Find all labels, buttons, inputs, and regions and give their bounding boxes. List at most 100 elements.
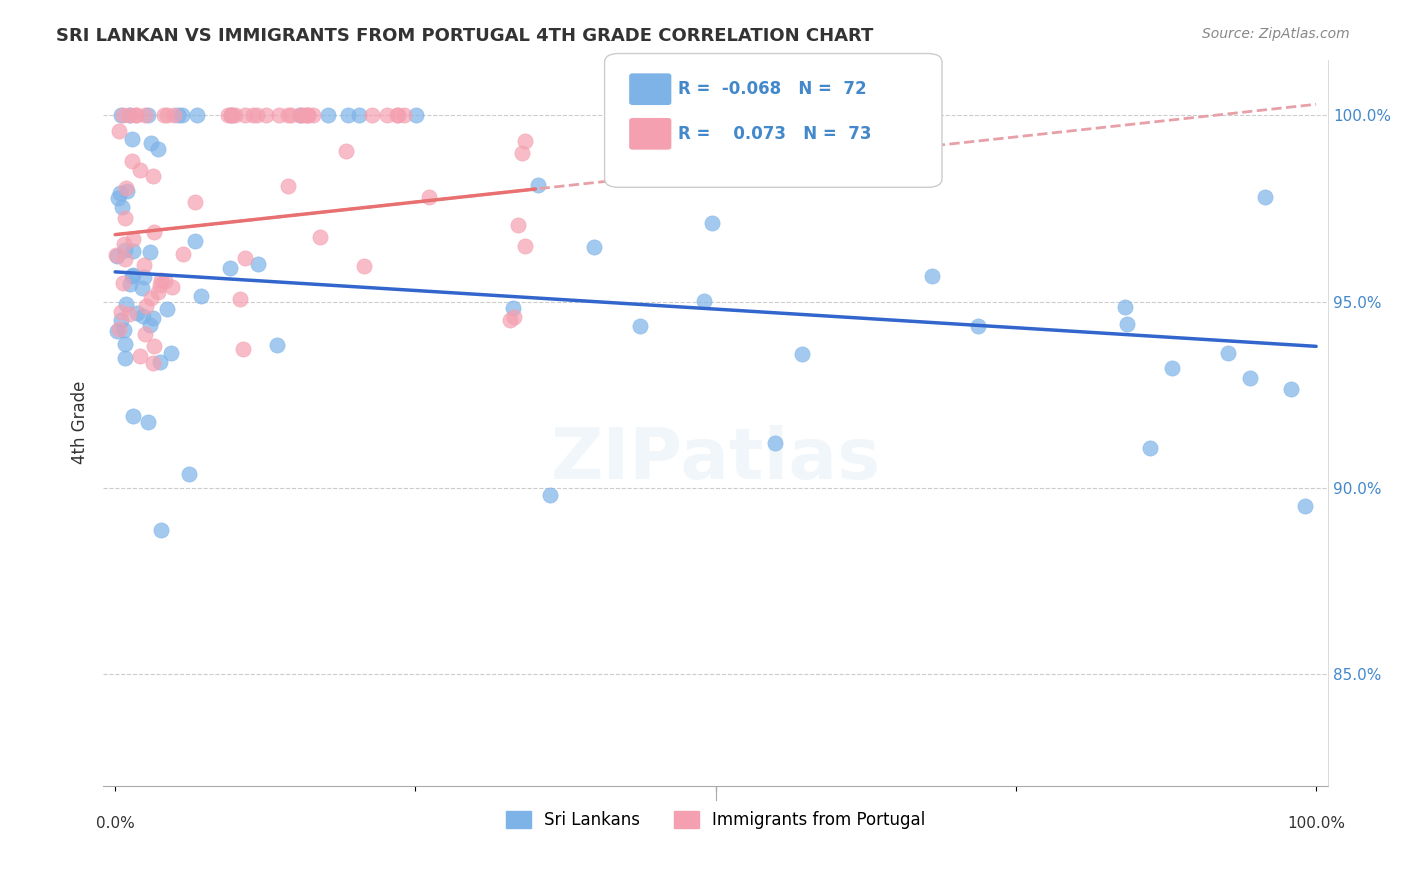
Point (107, 191, 129, 205)
Point (108, 186, 131, 201)
Point (149, 524, 172, 538)
Point (217, 108, 239, 122)
Point (1279, 382, 1302, 396)
Point (122, 409, 145, 424)
Point (628, 319, 651, 334)
Point (139, 245, 162, 260)
Point (242, 108, 264, 122)
Point (177, 467, 200, 481)
Text: Source: ZipAtlas.com: Source: ZipAtlas.com (1202, 27, 1350, 41)
Point (1254, 189, 1277, 203)
Point (219, 108, 242, 122)
Point (136, 415, 159, 429)
Point (503, 310, 526, 325)
Text: R =  -0.068   N =  72: R = -0.068 N = 72 (678, 80, 866, 98)
Point (232, 342, 254, 356)
Point (132, 258, 155, 272)
Point (288, 108, 311, 122)
Point (502, 301, 524, 316)
Point (277, 108, 299, 122)
Point (139, 318, 162, 332)
Point (153, 108, 176, 122)
Point (163, 108, 186, 122)
Point (288, 108, 311, 122)
Point (107, 325, 129, 339)
Point (149, 278, 172, 293)
Point (110, 305, 132, 319)
Point (112, 108, 135, 122)
Text: SRI LANKAN VS IMMIGRANTS FROM PORTUGAL 4TH GRADE CORRELATION CHART: SRI LANKAN VS IMMIGRANTS FROM PORTUGAL 4… (56, 27, 873, 45)
Point (143, 339, 166, 353)
Text: 100.0%: 100.0% (1286, 815, 1346, 830)
Point (118, 108, 141, 122)
Point (139, 291, 162, 305)
Point (128, 163, 150, 178)
Point (172, 247, 194, 261)
Point (107, 124, 129, 138)
Point (1161, 361, 1184, 376)
Point (499, 313, 522, 327)
Point (114, 211, 136, 225)
Point (405, 108, 427, 122)
Point (224, 108, 246, 122)
Point (142, 310, 165, 325)
Point (308, 230, 330, 244)
Point (335, 144, 357, 158)
Point (134, 108, 156, 122)
Point (159, 345, 181, 359)
Point (167, 108, 190, 122)
Point (1116, 317, 1139, 331)
Point (1139, 441, 1161, 455)
Point (134, 326, 156, 341)
Point (353, 259, 375, 273)
Point (184, 195, 207, 210)
Point (125, 305, 148, 319)
Point (114, 351, 136, 366)
Point (121, 244, 143, 258)
Point (132, 309, 155, 323)
Text: ZIPatlas: ZIPatlas (551, 425, 880, 493)
Point (219, 260, 242, 275)
Point (221, 108, 243, 122)
Point (186, 108, 208, 122)
Point (156, 108, 179, 122)
Legend: Sri Lankans, Immigrants from Portugal: Sri Lankans, Immigrants from Portugal (499, 804, 932, 836)
Point (125, 108, 148, 122)
Point (392, 108, 415, 122)
Point (349, 108, 371, 122)
Point (146, 285, 169, 300)
Point (375, 108, 398, 122)
Point (361, 108, 384, 122)
Point (229, 293, 252, 307)
Point (150, 273, 173, 287)
Point (266, 338, 288, 352)
Point (153, 274, 176, 288)
Point (921, 269, 943, 284)
Point (110, 313, 132, 327)
Point (115, 297, 138, 311)
Point (110, 108, 132, 122)
Point (246, 108, 269, 122)
Point (114, 336, 136, 351)
Point (387, 108, 409, 122)
Point (172, 108, 194, 122)
Point (280, 108, 302, 122)
Point (292, 108, 315, 122)
Point (297, 108, 319, 122)
Point (246, 256, 269, 270)
Point (156, 301, 179, 316)
Point (515, 134, 537, 148)
Point (142, 169, 165, 183)
Point (148, 142, 170, 156)
Point (235, 108, 257, 122)
Point (233, 251, 256, 265)
Point (105, 248, 128, 262)
Point (792, 347, 814, 361)
Point (115, 180, 138, 194)
Point (510, 146, 533, 161)
Point (139, 136, 162, 150)
Point (111, 200, 134, 214)
Point (149, 355, 172, 369)
Point (111, 276, 134, 290)
Point (142, 355, 165, 369)
